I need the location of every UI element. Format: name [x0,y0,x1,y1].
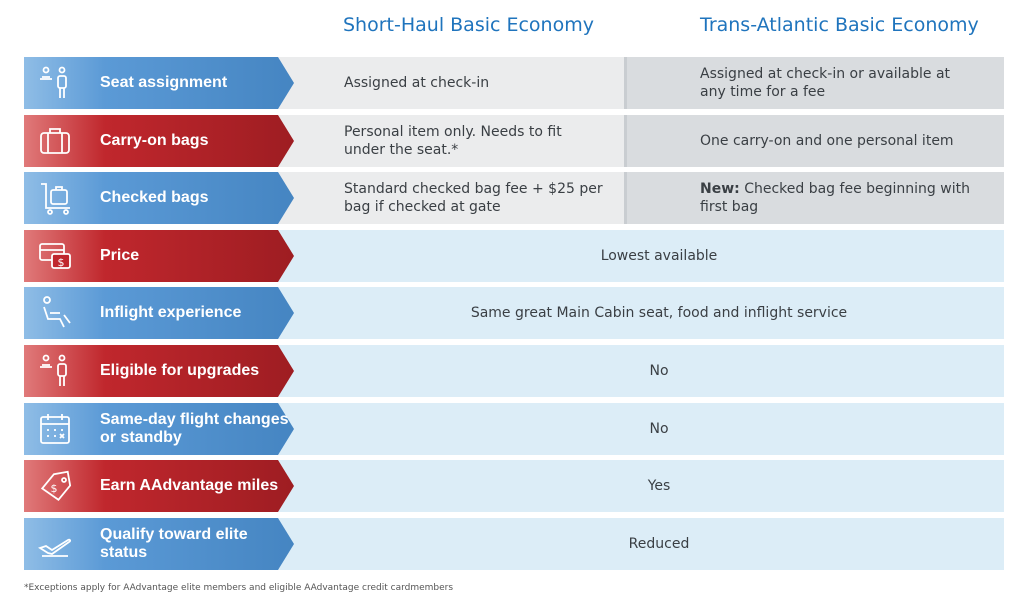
miles-tag-icon: $ [40,470,72,502]
trans-atlantic-text: One carry-on and one personal item [700,133,954,149]
row-label-text: Inflight experience [100,304,242,321]
svg-text:$: $ [58,256,65,269]
luggage-cart-icon [41,183,70,215]
price-card-icon: $ [39,243,71,269]
row-label: Carry-on bags [24,115,314,167]
row-label-text: Earn AAdvantage miles [100,477,279,494]
short-haul-cell-bg [264,115,624,167]
row-label: Qualify toward elite status [24,518,314,570]
calendar-icon [40,414,70,444]
short-haul-value: Personal item only. Needs to fit under t… [344,124,562,158]
airplane-icon [38,538,71,557]
trans-atlantic-cell-bg [624,115,1004,167]
trans-atlantic-cell-bg [624,57,1004,109]
trans-atlantic-value: Assigned at check-in or available at any… [700,57,980,109]
row-label-text: Qualify toward elite status [100,526,248,561]
row-price: $ Price Lowest available [24,230,1004,282]
shared-cell-bg [264,345,1004,397]
row-same-day-flight-changes-or-standby: Same-day flight changes or standby No [24,403,1004,455]
trans-atlantic-value: New: Checked bag fee beginning with firs… [700,172,980,224]
row-earn-aadvantage-miles: $ Earn AAdvantage miles Yes [24,460,1004,512]
row-qualify-toward-elite-status: Qualify toward elite status Reduced [24,518,1004,570]
shared-value: Lowest available [600,248,718,264]
label-arrow [24,57,294,109]
row-label: $ Price [24,230,314,282]
label-arrow [24,172,294,224]
trans-atlantic-text: Checked bag fee beginning with first bag [700,181,970,215]
label-arrow [24,230,294,282]
label-arrow [24,115,294,167]
row-label-text: Eligible for upgrades [100,362,260,379]
row-label: Seat assignment [24,57,314,109]
shared-value: No [649,421,669,437]
trans-atlantic-header: Trans-Atlantic Basic Economy [700,14,979,36]
label-arrow [24,345,294,397]
short-haul-header: Short-Haul Basic Economy [343,14,594,36]
shared-value: No [649,363,669,379]
label-arrow [24,287,294,339]
label-arrow [24,460,294,512]
footnote: *Exceptions apply for AAdvantage elite m… [24,583,454,593]
row-seat-assignment: Seat assignment Assigned at check-in Assig… [24,57,1004,109]
shared-value: Yes [647,478,671,494]
row-label-text: Carry-on bags [100,132,209,149]
row-label-text: Same-day flight changes or standby [100,411,289,446]
row-label: Checked bags [24,172,314,224]
trans-atlantic-cell-bg [624,172,1004,224]
shared-cell-bg [264,230,1004,282]
upgrade-seat-icon [40,354,67,386]
row-label: Inflight experience [24,287,314,339]
shared-value: Same great Main Cabin seat, food and inf… [470,305,848,321]
shared-cell-bg [264,403,1004,455]
short-haul-value: Standard checked bag fee + $25 per bag i… [344,181,603,215]
row-label-text: Price [100,247,140,264]
row-label-text: Seat assignment [100,74,228,91]
new-badge: New: [700,181,740,197]
shared-value: Reduced [628,536,690,552]
row-label: Same-day flight changes or standby [24,403,314,455]
recline-seat-icon [43,296,71,328]
short-haul-value: Assigned at check-in [344,75,490,91]
row-eligible-for-upgrades: Eligible for upgrades No [24,345,1004,397]
label-arrow [24,403,294,455]
trans-atlantic-value: One carry-on and one personal item [700,115,980,167]
short-haul-cell-bg [264,57,624,109]
shared-cell-bg [264,287,1004,339]
shared-cell-bg [264,518,1004,570]
shared-cell-bg [264,460,1004,512]
carry-on-bag-icon [40,128,70,154]
short-haul-cell-bg [264,172,624,224]
row-label-text: Checked bags [100,189,209,206]
row-label: Eligible for upgrades [24,345,314,397]
row-checked-bags: Checked bags Standard checked bag fee + $… [24,172,1004,224]
svg-text:$: $ [51,482,58,495]
row-label: $ Earn AAdvantage miles [24,460,314,512]
row-inflight-experience: Inflight experience Same great Main Cabin… [24,287,1004,339]
row-carry-on-bags: Carry-on bags Personal item only. Needs t… [24,115,1004,167]
seat-assignment-icon [40,66,67,98]
trans-atlantic-text: Assigned at check-in or available at any… [700,66,951,100]
label-arrow [24,518,294,570]
